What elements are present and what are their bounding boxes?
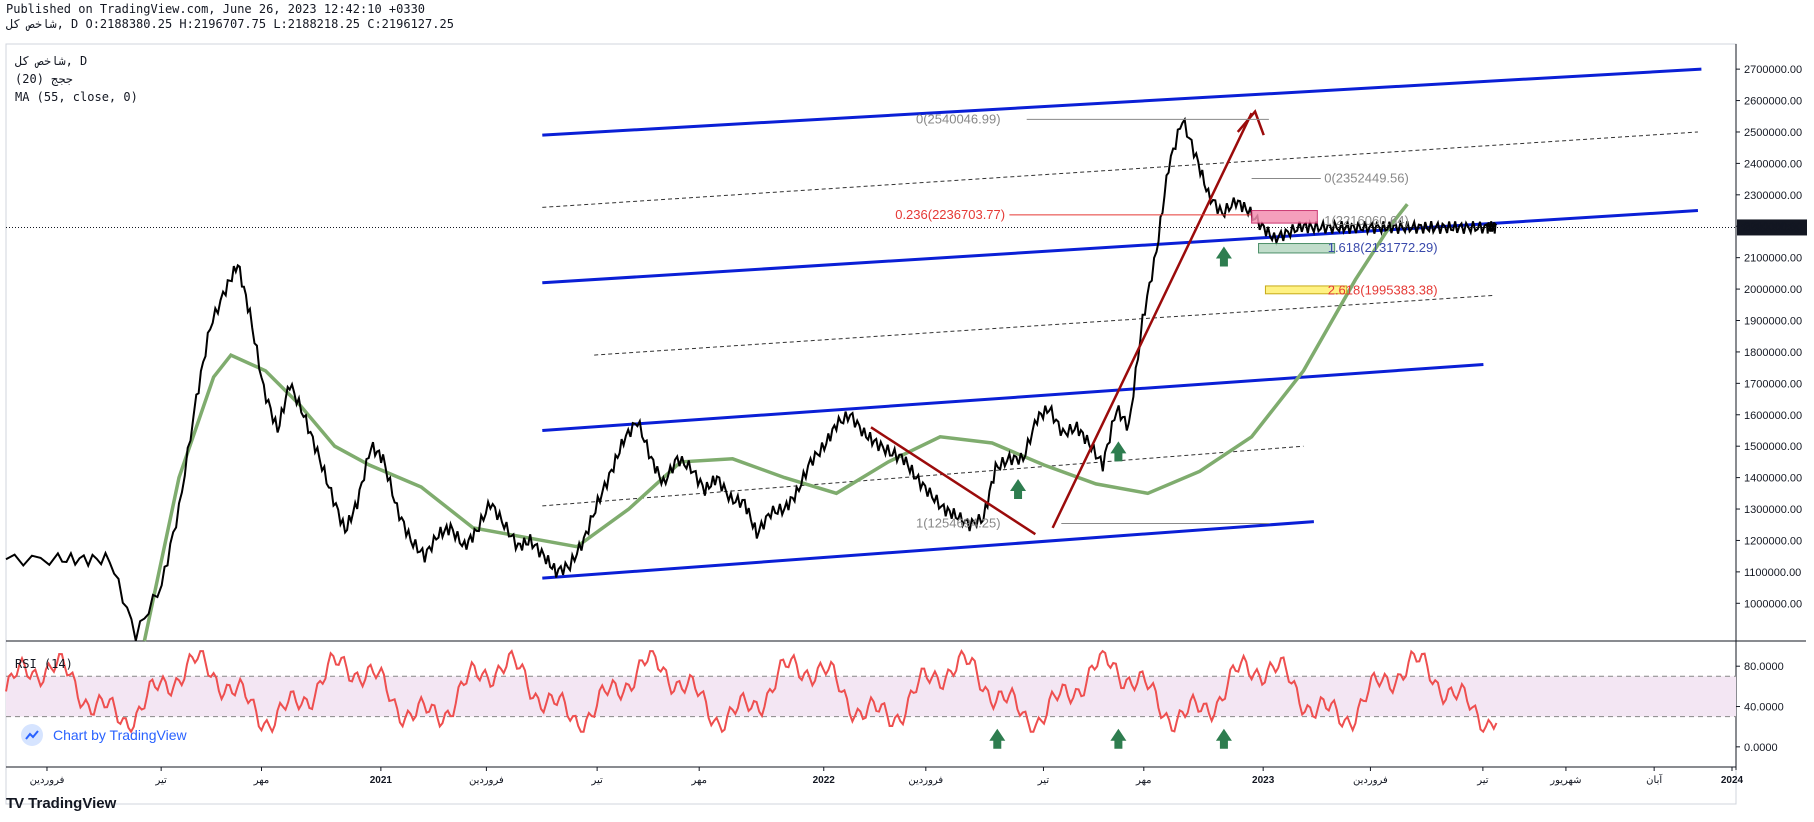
time-tick-label-3: 2021 <box>370 775 393 786</box>
fib-label-2: 0.236(2236703.77) <box>895 207 1005 222</box>
up-signal-arrow-icon-2 <box>1215 246 1232 267</box>
rsi-tick-label-0: 80.0000 <box>1744 661 1784 673</box>
price-tick-label-13: 1400000.00 <box>1744 473 1802 485</box>
price-tick-label-1: 2600000.00 <box>1744 96 1802 108</box>
up-signal-arrow-icon-1 <box>1110 441 1127 462</box>
time-tick-label-14: شهریور <box>1549 775 1581 786</box>
time-tick-label-0: فروردین <box>30 775 65 786</box>
last-price-badge <box>1737 219 1807 236</box>
time-tick-label-7: 2022 <box>813 775 836 786</box>
time-tick-label-1: تیر <box>154 775 167 786</box>
price-tick-label-0: 2700000.00 <box>1744 64 1802 76</box>
ohlc-line: شاخص کل, D O:2188380.25 H:2196707.75 L:2… <box>6 17 454 31</box>
time-tick-label-12: فروردین <box>1353 775 1388 786</box>
channel-line-3 <box>542 520 1314 580</box>
time-tick-label-2: مهر <box>253 775 269 786</box>
time-tick-label-13: تیر <box>1476 775 1489 786</box>
up-arrow-line <box>1051 112 1253 529</box>
rsi-tick-label-1: 40.0000 <box>1744 702 1784 714</box>
legend-study-2: MA (55, close, 0) <box>15 90 138 104</box>
last-price-label: 2196127.25 <box>1741 222 1799 234</box>
up-arrow-head <box>1236 109 1265 136</box>
time-tick-label-8: فروردین <box>908 775 943 786</box>
published-line: Published on TradingView.com, June 26, 2… <box>6 2 426 16</box>
rsi-signal-arrow-icon-0 <box>989 728 1006 749</box>
time-tick-label-5: تیر <box>590 775 603 786</box>
legend-symbol: شاخص کل, D <box>15 54 88 68</box>
price-line <box>5 116 1498 642</box>
time-tick-label-16: 2024 <box>1721 775 1744 786</box>
rsi-tick-label-2: 0.0000 <box>1744 742 1778 754</box>
channel-line-5 <box>594 294 1494 356</box>
rsi-line <box>5 649 1498 735</box>
price-tick-label-5: 2200000.00 <box>1744 221 1802 233</box>
legend-study-1: ججج (20) <box>15 72 73 86</box>
time-tick-label-10: مهر <box>1135 775 1151 786</box>
price-tick-label-9: 1800000.00 <box>1744 347 1802 359</box>
rsi-label: RSI (14) <box>15 657 73 671</box>
tradingview-logo-icon: TV <box>6 795 24 812</box>
channel-line-2 <box>542 362 1484 432</box>
channel-line-0 <box>542 67 1702 137</box>
price-tick-label-15: 1200000.00 <box>1744 535 1802 547</box>
chart-by-text: Chart by TradingView <box>53 727 187 743</box>
footer-brand-text: TradingView <box>28 795 117 812</box>
price-tick-label-10: 1700000.00 <box>1744 378 1802 390</box>
fib-label-5: 2.618(1995383.38) <box>1328 283 1438 298</box>
price-tick-label-3: 2400000.00 <box>1744 158 1802 170</box>
rsi-signal-arrow-icon-2 <box>1215 728 1232 749</box>
footer-brand[interactable]: TV TradingView <box>6 795 116 812</box>
price-tick-label-8: 1900000.00 <box>1744 316 1802 328</box>
price-tick-label-4: 2300000.00 <box>1744 190 1802 202</box>
time-tick-label-6: مهر <box>690 775 706 786</box>
time-tick-label-9: تیر <box>1037 775 1050 786</box>
down-arrow-line <box>870 426 1037 536</box>
price-tick-label-7: 2000000.00 <box>1744 284 1802 296</box>
chart-by-badge[interactable]: Chart by TradingView <box>21 724 187 746</box>
target-zone <box>1264 285 1348 295</box>
resistance-zone <box>1251 210 1318 224</box>
price-tick-label-17: 1000000.00 <box>1744 598 1802 610</box>
cloud-chart-icon <box>21 724 43 746</box>
ma-55-line <box>142 203 1409 642</box>
price-tick-label-14: 1300000.00 <box>1744 504 1802 516</box>
channel-line-6 <box>542 445 1304 507</box>
fib-label-1: 0(2352449.56) <box>1324 170 1409 185</box>
fib-label-3: 1(2216060.64) <box>1324 213 1409 228</box>
fib-label-0: 0(2540046.99) <box>916 111 1001 126</box>
price-tick-label-16: 1100000.00 <box>1744 567 1801 579</box>
price-tick-label-12: 1500000.00 <box>1744 441 1802 453</box>
time-tick-label-4: فروردین <box>469 775 504 786</box>
fib-label-4: 1.618(2131772.29) <box>1328 240 1438 255</box>
time-tick-label-11: 2023 <box>1252 775 1275 786</box>
time-tick-label-15: آبان <box>1646 773 1663 786</box>
price-tick-label-2: 2500000.00 <box>1744 127 1802 139</box>
up-signal-arrow-icon-0 <box>1010 479 1027 500</box>
price-tick-label-11: 1600000.00 <box>1744 410 1802 422</box>
support-zone <box>1258 243 1336 254</box>
fib-label-6: 1(1254694.25) <box>916 515 1001 530</box>
rsi-signal-arrow-icon-1 <box>1110 728 1127 749</box>
channel-line-1 <box>542 209 1699 285</box>
price-tick-label-6: 2100000.00 <box>1744 253 1802 265</box>
